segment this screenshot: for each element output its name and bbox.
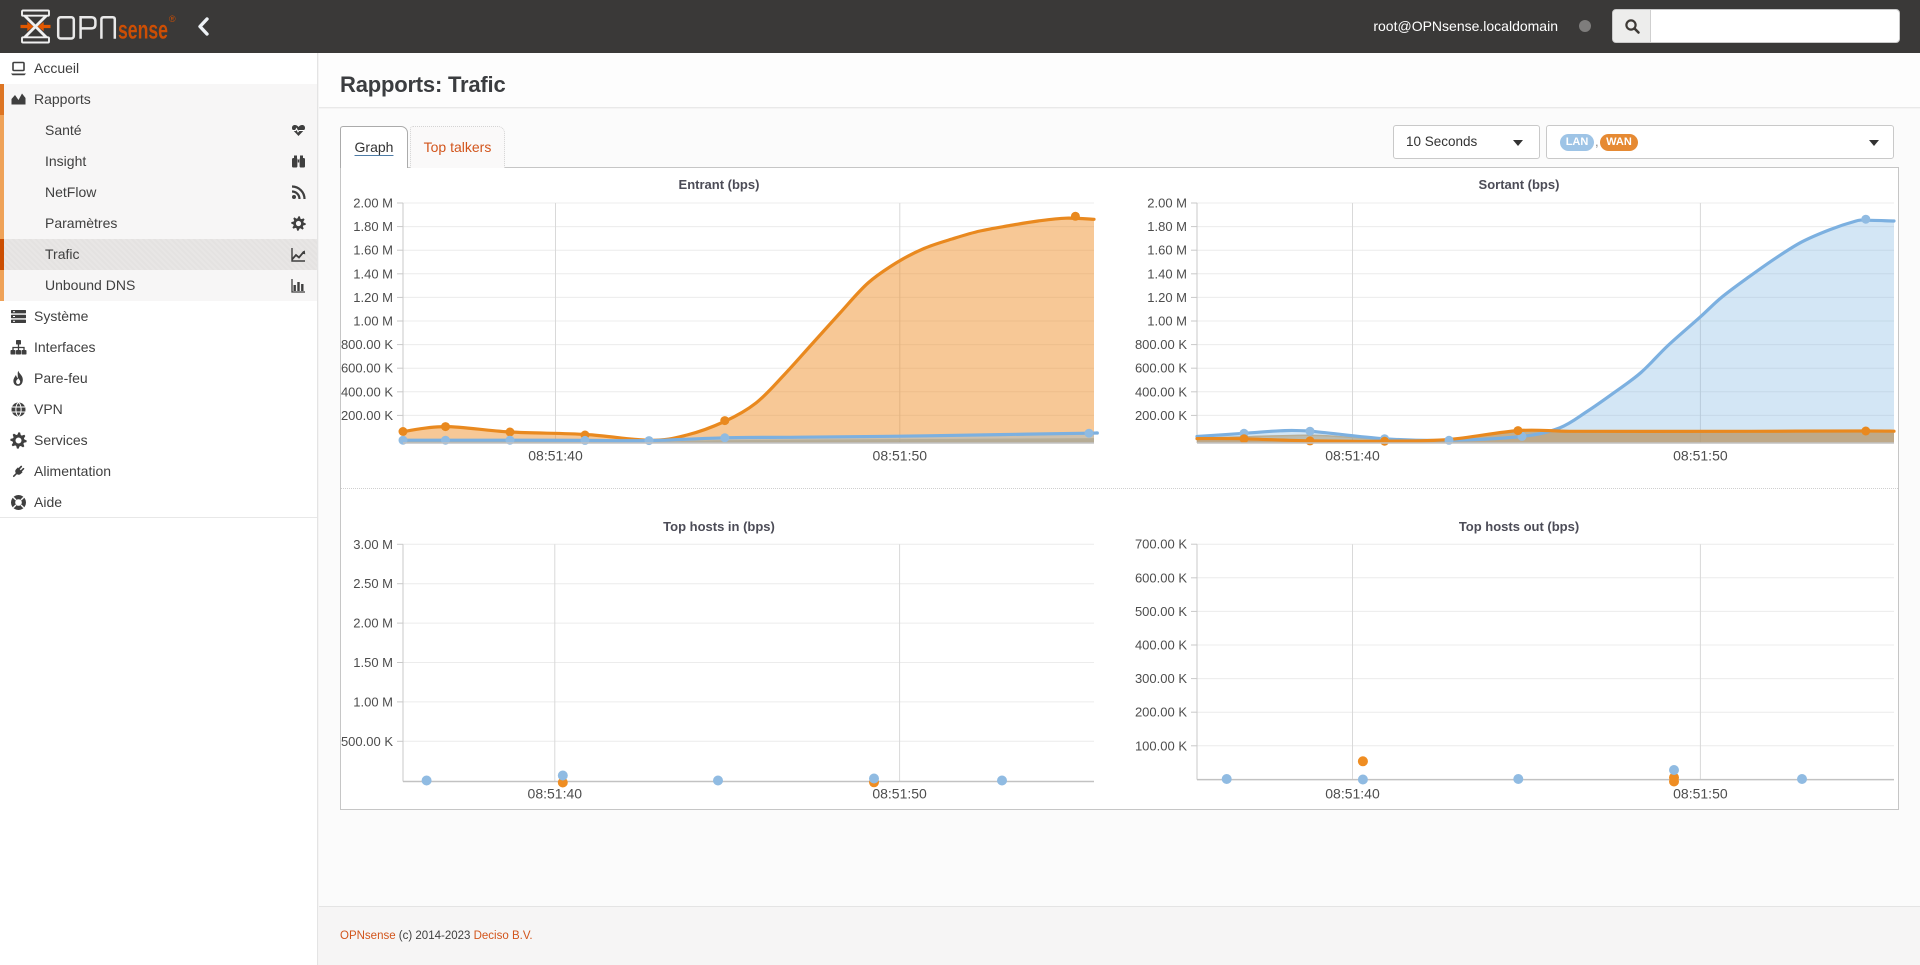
svg-text:1.50 M: 1.50 M: [353, 655, 393, 670]
svg-text:08:51:50: 08:51:50: [872, 786, 927, 802]
svg-text:500.00 K: 500.00 K: [1135, 604, 1187, 619]
svg-text:1.60 M: 1.60 M: [1147, 243, 1187, 258]
svg-text:200.00 K: 200.00 K: [1135, 705, 1187, 720]
svg-text:1.00 M: 1.00 M: [353, 694, 393, 709]
svg-text:1.80 M: 1.80 M: [353, 219, 393, 234]
svg-text:800.00 K: 800.00 K: [341, 337, 393, 352]
svg-text:200.00 K: 200.00 K: [341, 408, 393, 423]
svg-text:3.00 M: 3.00 M: [353, 537, 393, 552]
svg-text:800.00 K: 800.00 K: [1135, 337, 1187, 352]
svg-text:08:51:50: 08:51:50: [1673, 786, 1728, 802]
svg-text:1.00 M: 1.00 M: [1147, 314, 1187, 329]
svg-text:1.40 M: 1.40 M: [1147, 266, 1187, 281]
svg-text:500.00 K: 500.00 K: [341, 734, 393, 749]
svg-text:300.00 K: 300.00 K: [1135, 671, 1187, 686]
svg-text:Sortant (bps): Sortant (bps): [1479, 177, 1560, 192]
svg-text:2.00 M: 2.00 M: [353, 196, 393, 211]
svg-text:2.50 M: 2.50 M: [353, 576, 393, 591]
svg-text:100.00 K: 100.00 K: [1135, 738, 1187, 753]
svg-text:Entrant (bps): Entrant (bps): [679, 177, 760, 192]
svg-text:®: ®: [169, 14, 176, 24]
svg-text:2.00 M: 2.00 M: [1147, 196, 1187, 211]
svg-text:400.00 K: 400.00 K: [1135, 638, 1187, 653]
svg-text:08:51:40: 08:51:40: [528, 448, 583, 464]
svg-text:sense: sense: [118, 15, 168, 45]
svg-text:1.40 M: 1.40 M: [353, 266, 393, 281]
svg-text:Top hosts in (bps): Top hosts in (bps): [663, 519, 775, 534]
svg-text:08:51:50: 08:51:50: [1673, 448, 1728, 464]
svg-text:1.00 M: 1.00 M: [353, 314, 393, 329]
svg-text:08:51:40: 08:51:40: [528, 786, 583, 802]
svg-text:600.00 K: 600.00 K: [1135, 361, 1187, 376]
svg-text:1.20 M: 1.20 M: [1147, 290, 1187, 305]
svg-text:1.60 M: 1.60 M: [353, 243, 393, 258]
svg-text:400.00 K: 400.00 K: [341, 384, 393, 399]
svg-text:200.00 K: 200.00 K: [1135, 408, 1187, 423]
svg-text:400.00 K: 400.00 K: [1135, 384, 1187, 399]
svg-text:Top hosts out (bps): Top hosts out (bps): [1459, 519, 1579, 534]
svg-text:1.80 M: 1.80 M: [1147, 219, 1187, 234]
svg-text:600.00 K: 600.00 K: [341, 361, 393, 376]
svg-text:2.00 M: 2.00 M: [353, 616, 393, 631]
svg-text:08:51:40: 08:51:40: [1325, 448, 1380, 464]
svg-text:700.00 K: 700.00 K: [1135, 537, 1187, 552]
svg-text:1.20 M: 1.20 M: [353, 290, 393, 305]
svg-text:08:51:50: 08:51:50: [873, 448, 928, 464]
svg-text:600.00 K: 600.00 K: [1135, 570, 1187, 585]
svg-text:08:51:40: 08:51:40: [1325, 786, 1380, 802]
